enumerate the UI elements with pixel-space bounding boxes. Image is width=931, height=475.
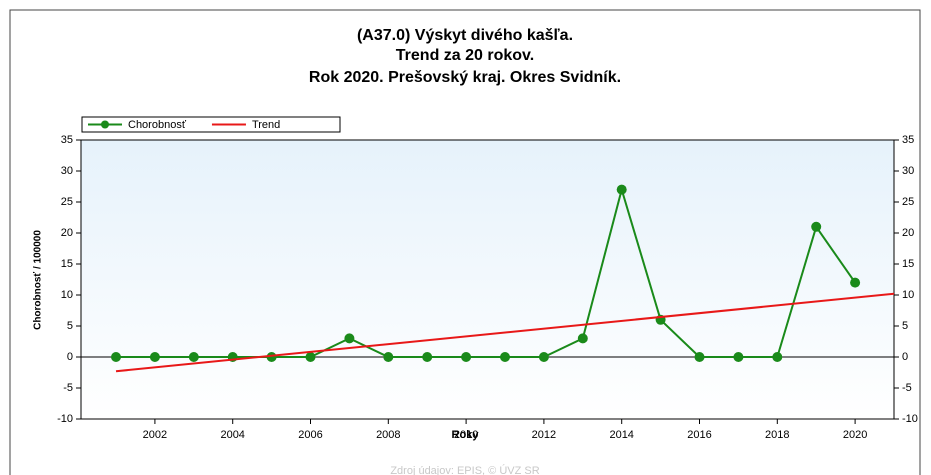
point bbox=[461, 352, 472, 362]
x-tick-label: 2012 bbox=[532, 429, 556, 441]
y-tick-label: 25 bbox=[61, 196, 73, 208]
legend-marker bbox=[101, 120, 109, 129]
point bbox=[538, 352, 549, 362]
point bbox=[149, 352, 160, 362]
point bbox=[616, 184, 627, 195]
legend-box bbox=[81, 116, 341, 133]
y-tick-label: 15 bbox=[61, 258, 73, 270]
chart-title: (A37.0) Výskyt divého kašľa. bbox=[357, 27, 573, 44]
x-tick-label: 2018 bbox=[765, 429, 789, 441]
legend-label: Chorobnosť bbox=[128, 119, 187, 131]
x-tick-label: 2006 bbox=[298, 429, 322, 441]
x-axis-label: Roky bbox=[452, 429, 480, 441]
point bbox=[733, 352, 744, 362]
y2-tick-label: 10 bbox=[902, 289, 914, 301]
x-tick-label: 2008 bbox=[376, 429, 400, 441]
x-tick-label: 2014 bbox=[609, 429, 633, 441]
source: Zdroj údajov: EPIS, © ÚVZ SR bbox=[390, 464, 539, 475]
point bbox=[383, 352, 394, 362]
y-tick-label: 0 bbox=[67, 351, 73, 363]
y-tick-label: -5 bbox=[63, 382, 73, 394]
series-line bbox=[115, 292, 895, 373]
point bbox=[188, 352, 199, 362]
x-tick-label: 2016 bbox=[687, 429, 711, 441]
x-tick-label: 2020 bbox=[843, 429, 867, 441]
y2-tick-label: -10 bbox=[902, 413, 918, 425]
point bbox=[266, 352, 277, 362]
y-tick-label: 30 bbox=[61, 165, 73, 177]
y-tick-label: 20 bbox=[61, 227, 73, 239]
chart-title: Trend za 20 rokov. bbox=[396, 47, 534, 64]
point bbox=[344, 333, 355, 344]
y2-tick-label: 0 bbox=[902, 351, 908, 363]
series-line bbox=[116, 185, 856, 358]
chart-title: Rok 2020. Prešovský kraj. Okres Svidník. bbox=[309, 69, 621, 86]
y-tick-label: -10 bbox=[57, 413, 73, 425]
y-tick-label: 5 bbox=[67, 320, 73, 332]
plot-area bbox=[80, 139, 895, 420]
y-tick-label: 35 bbox=[61, 134, 73, 146]
point bbox=[577, 333, 588, 344]
x-tick-label: 2002 bbox=[143, 429, 167, 441]
point bbox=[111, 352, 122, 362]
y2-tick-label: 30 bbox=[902, 165, 914, 177]
legend-label: Trend bbox=[252, 119, 280, 131]
y2-tick-label: 35 bbox=[902, 134, 914, 146]
y2-tick-label: 15 bbox=[902, 258, 914, 270]
x-tick-label: 2010 bbox=[454, 429, 478, 441]
y2-tick-label: 20 bbox=[902, 227, 914, 239]
point bbox=[850, 277, 861, 288]
y2-tick-label: 5 bbox=[902, 320, 908, 332]
x-tick-label: 2004 bbox=[220, 429, 244, 441]
point bbox=[500, 352, 511, 362]
y-axis-label: Chorobnosť / 100000 bbox=[33, 230, 44, 330]
point bbox=[772, 352, 783, 362]
y-tick-label: 10 bbox=[61, 289, 73, 301]
point bbox=[305, 352, 316, 362]
point bbox=[811, 221, 822, 232]
point bbox=[694, 352, 705, 362]
y2-tick-label: 25 bbox=[902, 196, 914, 208]
point bbox=[422, 352, 433, 362]
y2-tick-label: -5 bbox=[902, 382, 912, 394]
